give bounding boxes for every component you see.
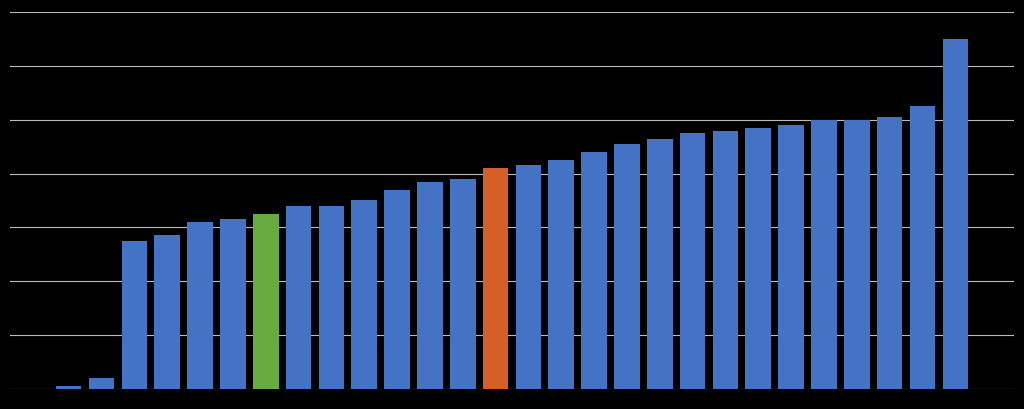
Bar (811, 120, 837, 389)
Bar (187, 222, 213, 389)
Bar (384, 190, 410, 389)
Bar (614, 144, 640, 389)
Bar (745, 128, 771, 389)
Bar (844, 120, 869, 389)
Bar (516, 166, 542, 389)
Bar (351, 200, 377, 389)
Bar (56, 386, 82, 389)
Bar (122, 241, 147, 389)
Bar (647, 139, 673, 389)
Bar (286, 206, 311, 389)
Bar (318, 206, 344, 389)
Bar (155, 235, 180, 389)
Bar (89, 378, 115, 389)
Bar (253, 214, 279, 389)
Bar (417, 182, 442, 389)
Bar (450, 179, 475, 389)
Bar (220, 219, 246, 389)
Bar (778, 125, 804, 389)
Bar (549, 160, 574, 389)
Bar (877, 117, 902, 389)
Bar (680, 133, 706, 389)
Bar (942, 39, 968, 389)
Bar (482, 168, 508, 389)
Bar (909, 106, 935, 389)
Bar (713, 130, 738, 389)
Bar (582, 152, 607, 389)
